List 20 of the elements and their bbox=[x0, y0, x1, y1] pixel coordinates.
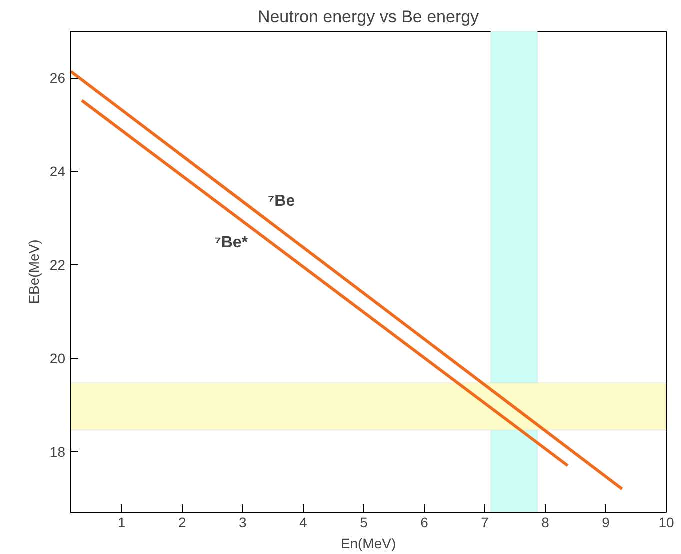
x-tick-label: 10 bbox=[658, 514, 674, 530]
series-label: ⁷Be bbox=[268, 192, 296, 210]
x-tick-label: 9 bbox=[602, 514, 610, 530]
y-tick-label: 26 bbox=[50, 70, 66, 86]
series-label: ⁷Be* bbox=[214, 234, 249, 252]
x-tick-label: 3 bbox=[239, 514, 248, 530]
y-tick-label: 22 bbox=[50, 256, 66, 273]
x-tick-label: 6 bbox=[420, 514, 429, 530]
x-tick-label: 4 bbox=[300, 514, 308, 530]
x-tick-label: 7 bbox=[481, 514, 490, 530]
y-axis-title: EBe(MeV) bbox=[26, 240, 42, 304]
x-tick-label: 1 bbox=[118, 514, 126, 530]
y-tick-label: 18 bbox=[50, 444, 66, 460]
x-axis-title: En(MeV) bbox=[340, 536, 396, 552]
y-tick-label: 20 bbox=[50, 350, 66, 366]
x-tick-label: 5 bbox=[360, 514, 368, 530]
y-tick-label: 24 bbox=[50, 164, 66, 180]
x-tick-label: 8 bbox=[542, 514, 550, 530]
x-tick-label: 2 bbox=[178, 514, 187, 530]
chart-title: Neutron energy vs Be energy bbox=[258, 8, 480, 26]
